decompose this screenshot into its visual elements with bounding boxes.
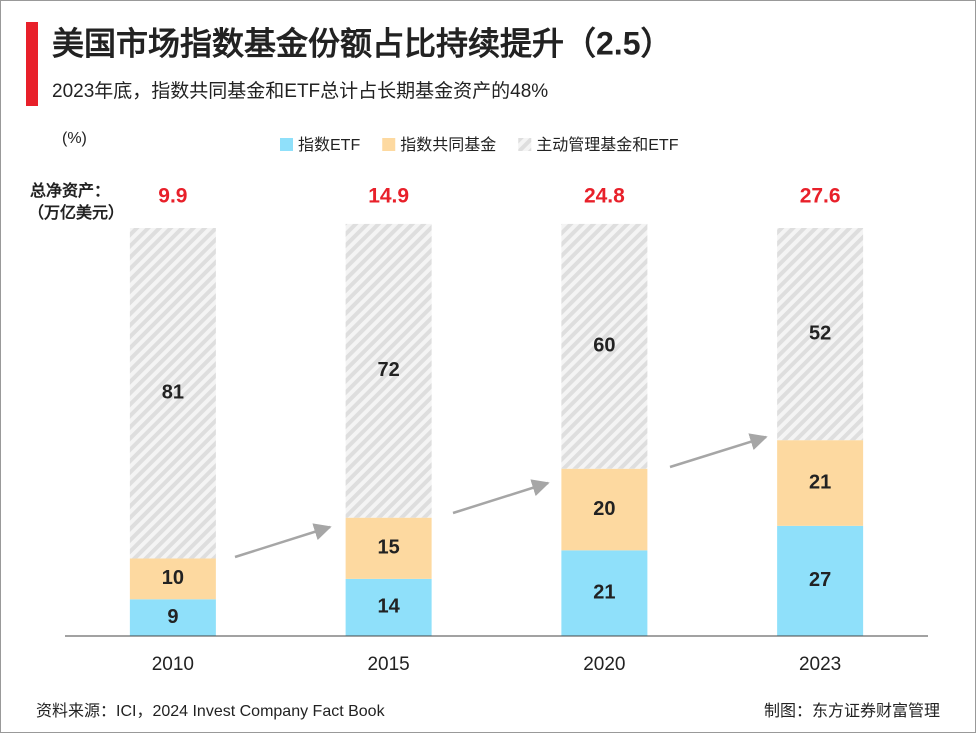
total-label: 14.9 [368, 185, 409, 208]
legend-label: 主动管理基金和ETF [536, 136, 678, 154]
totals-label: 总净资产： [30, 181, 110, 200]
bar-segment [129, 599, 216, 636]
x-tick-label: 2023 [799, 654, 841, 675]
total-label: 9.9 [158, 185, 187, 208]
value-label: 14 [378, 596, 401, 618]
x-tick-label: 2010 [152, 654, 194, 675]
bar-segment [345, 578, 432, 636]
value-label: 21 [809, 471, 831, 493]
bar-segment [561, 223, 648, 469]
bar-segment [345, 517, 432, 579]
bar-segment [129, 228, 216, 559]
value-label: 9 [167, 606, 178, 628]
bar-segment [345, 223, 432, 518]
bar-segment [129, 558, 216, 600]
value-label: 81 [162, 382, 184, 404]
totals-label: （万亿美元） [28, 203, 124, 222]
total-label: 27.6 [800, 185, 841, 208]
legend-label: 指数ETF [298, 136, 360, 154]
chart-subtitle: 2023年底，指数共同基金和ETF总计占长期基金资产的48% [52, 80, 548, 102]
trend-arrow [234, 523, 332, 559]
x-tick-label: 2020 [583, 654, 625, 675]
y-unit: (%) [62, 130, 87, 147]
value-label: 20 [593, 498, 615, 520]
bar-segment [777, 440, 864, 526]
legend-label: 指数共同基金 [400, 136, 496, 154]
value-label: 52 [809, 322, 831, 344]
value-label: 72 [378, 359, 400, 381]
value-label: 60 [593, 335, 615, 357]
credit: 制图：东方证券财富管理 [764, 702, 940, 720]
legend-swatch [518, 138, 532, 151]
chart-title: 美国市场指数基金份额占比持续提升（2.5） [52, 25, 673, 61]
value-label: 21 [593, 581, 615, 603]
x-tick-label: 2015 [367, 654, 409, 675]
trend-arrow [669, 433, 768, 469]
bar-segment [561, 468, 648, 551]
value-label: 27 [809, 569, 831, 591]
legend-swatch [280, 138, 293, 151]
value-label: 10 [162, 567, 184, 589]
bar-segment [777, 228, 864, 441]
total-label: 24.8 [584, 185, 625, 208]
bar-segment [777, 525, 864, 636]
legend-swatch [382, 138, 396, 151]
bar-segment [561, 550, 648, 636]
source: 资料来源：ICI，2024 Invest Company Fact Book [36, 702, 386, 720]
trend-arrow [452, 479, 550, 515]
title-accent [26, 22, 38, 106]
value-label: 15 [378, 537, 400, 559]
